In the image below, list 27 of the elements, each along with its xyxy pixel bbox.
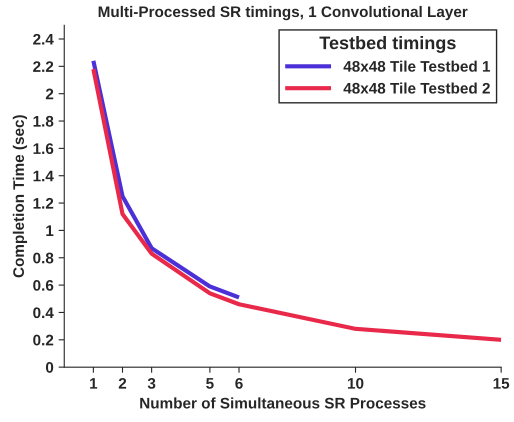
legend-label: 48x48 Tile Testbed 1 <box>343 60 490 72</box>
y-axis-title: Completion Time (sec) <box>12 115 28 278</box>
y-tick-label: 0.2 <box>33 334 54 346</box>
y-tick-label: 2.2 <box>33 61 54 72</box>
y-tick-label: 0.6 <box>33 280 54 291</box>
x-tick-label: 1 <box>90 378 98 389</box>
x-tick-label: 6 <box>235 378 243 389</box>
x-tick-label: 3 <box>148 378 156 389</box>
x-tick-label: 10 <box>348 378 364 389</box>
x-tick-label: 15 <box>494 378 510 389</box>
y-tick-label: 2.4 <box>33 34 54 45</box>
x-tick-label: 5 <box>206 378 214 389</box>
y-tick-label: 0.8 <box>33 252 54 264</box>
y-tick-label: 1 <box>46 225 54 236</box>
y-tick-label: 1.2 <box>34 198 54 209</box>
y-tick-label: 1.6 <box>34 143 54 154</box>
x-axis-title: Number of Simultaneous SR Processes <box>140 397 426 409</box>
y-tick-label: 2 <box>46 88 54 100</box>
chart-title: Multi-Processed SR timings, 1 Convolutional Layer <box>98 6 468 20</box>
y-tick-label: 0 <box>46 362 54 373</box>
legend-title: Testbed timings <box>319 36 456 53</box>
legend-label: 48x48 Tile Testbed 2 <box>343 82 490 94</box>
x-tick-label: 2 <box>118 378 126 389</box>
y-tick-label: 0.4 <box>33 307 54 318</box>
y-tick-label: 1.8 <box>34 116 54 127</box>
line-series <box>91 58 242 300</box>
y-tick-label: 1.4 <box>34 170 54 182</box>
